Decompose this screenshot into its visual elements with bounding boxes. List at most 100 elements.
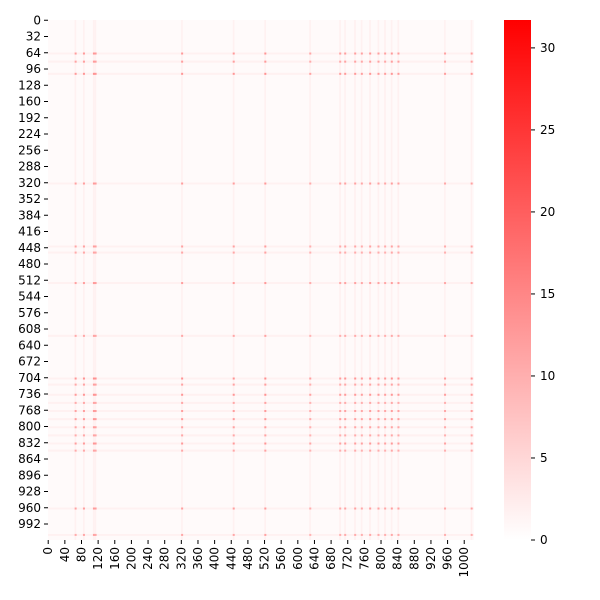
heatmap-cell: [339, 245, 342, 248]
heatmap-cell: [354, 60, 357, 63]
heatmap-cell: [470, 60, 473, 63]
y-tick-label: 352: [18, 192, 41, 206]
heatmap-cell: [377, 251, 380, 254]
heatmap-row-band: [48, 72, 474, 75]
heatmap-cell: [181, 377, 184, 380]
heatmap-cell: [181, 60, 184, 63]
heatmap-cell: [384, 245, 387, 248]
heatmap-cell: [377, 449, 380, 452]
heatmap-cell: [82, 60, 85, 63]
heatmap-cell: [344, 401, 347, 404]
heatmap-cell: [390, 282, 393, 285]
heatmap-cell: [384, 507, 387, 510]
heatmap-cell: [354, 383, 357, 386]
heatmap-cell: [94, 182, 97, 185]
heatmap-cell: [470, 182, 473, 185]
heatmap-cell: [397, 393, 400, 396]
heatmap-cell: [360, 72, 363, 75]
heatmap-cell: [181, 393, 184, 396]
y-tick-label: 416: [18, 225, 41, 239]
heatmap-cell: [384, 401, 387, 404]
heatmap-cell: [264, 410, 267, 413]
heatmap-cell: [444, 401, 447, 404]
heatmap-cell: [470, 418, 473, 421]
heatmap-cell: [232, 442, 235, 445]
colorbar-tick-label: 15: [540, 287, 555, 301]
heatmap-row-band: [48, 383, 474, 386]
heatmap-cell: [309, 401, 312, 404]
heatmap-cell: [360, 401, 363, 404]
heatmap-cell: [360, 377, 363, 380]
heatmap-cell: [74, 52, 77, 55]
heatmap-cell: [181, 401, 184, 404]
y-tick-label: 128: [18, 78, 41, 92]
heatmap-cell: [232, 251, 235, 254]
heatmap-cell: [384, 282, 387, 285]
heatmap-cell: [339, 449, 342, 452]
heatmap-row-band: [48, 434, 474, 437]
x-tick-label: 840: [391, 547, 405, 570]
heatmap-cell: [309, 434, 312, 437]
heatmap-cell: [354, 393, 357, 396]
heatmap-cell: [470, 52, 473, 55]
heatmap-cell: [470, 334, 473, 337]
heatmap-column-band: [384, 20, 386, 540]
x-tick-label: 520: [258, 547, 272, 570]
heatmap-cell: [74, 72, 77, 75]
heatmap-cell: [384, 52, 387, 55]
heatmap-cell: [369, 334, 372, 337]
heatmap-cell: [470, 442, 473, 445]
heatmap-cell: [377, 442, 380, 445]
heatmap-cell: [344, 418, 347, 421]
heatmap-row-band: [48, 334, 474, 337]
heatmap-cell: [470, 245, 473, 248]
colorbar: 0 5 10 15 20 25 30: [504, 20, 555, 547]
heatmap-cell: [344, 377, 347, 380]
heatmap-cell: [360, 60, 363, 63]
heatmap-cell: [94, 251, 97, 254]
heatmap-cell: [92, 442, 95, 445]
heatmap-cell: [82, 410, 85, 413]
heatmap-cell: [384, 251, 387, 254]
heatmap-cell: [181, 251, 184, 254]
heatmap-cell: [397, 52, 400, 55]
heatmap-cell: [390, 401, 393, 404]
heatmap-cell: [74, 418, 77, 421]
heatmap-cell: [309, 418, 312, 421]
heatmap-column-band: [339, 20, 341, 540]
heatmap-cell: [397, 410, 400, 413]
heatmap-cell: [264, 282, 267, 285]
heatmap-cell: [360, 393, 363, 396]
heatmap-cell: [92, 245, 95, 248]
heatmap-cell: [360, 418, 363, 421]
heatmap-cell: [354, 401, 357, 404]
heatmap-cell: [397, 426, 400, 429]
heatmap-cell: [264, 449, 267, 452]
y-tick-label: 160: [18, 95, 41, 109]
heatmap-column-band: [92, 20, 95, 540]
heatmap-row-band: [48, 60, 474, 63]
heatmap-cell: [309, 334, 312, 337]
heatmap-cell: [344, 383, 347, 386]
heatmap-cell: [444, 383, 447, 386]
heatmap-cell: [82, 52, 85, 55]
y-tick-label: 192: [18, 111, 41, 125]
heatmap-cell: [390, 182, 393, 185]
heatmap-cell: [94, 434, 97, 437]
heatmap-cell: [369, 182, 372, 185]
heatmap-cell: [384, 418, 387, 421]
heatmap-cell: [354, 449, 357, 452]
heatmap-cell: [344, 72, 347, 75]
heatmap-cell: [339, 72, 342, 75]
heatmap-column-band: [354, 20, 356, 540]
heatmap-cell: [344, 410, 347, 413]
heatmap-cell: [82, 393, 85, 396]
heatmap-cell: [92, 52, 95, 55]
heatmap-row-band: [48, 393, 474, 396]
heatmap-cell: [74, 426, 77, 429]
heatmap-cell: [377, 426, 380, 429]
heatmap-cell: [390, 410, 393, 413]
heatmap-cell: [470, 282, 473, 285]
heatmap-cell: [384, 377, 387, 380]
heatmap-cell: [309, 410, 312, 413]
